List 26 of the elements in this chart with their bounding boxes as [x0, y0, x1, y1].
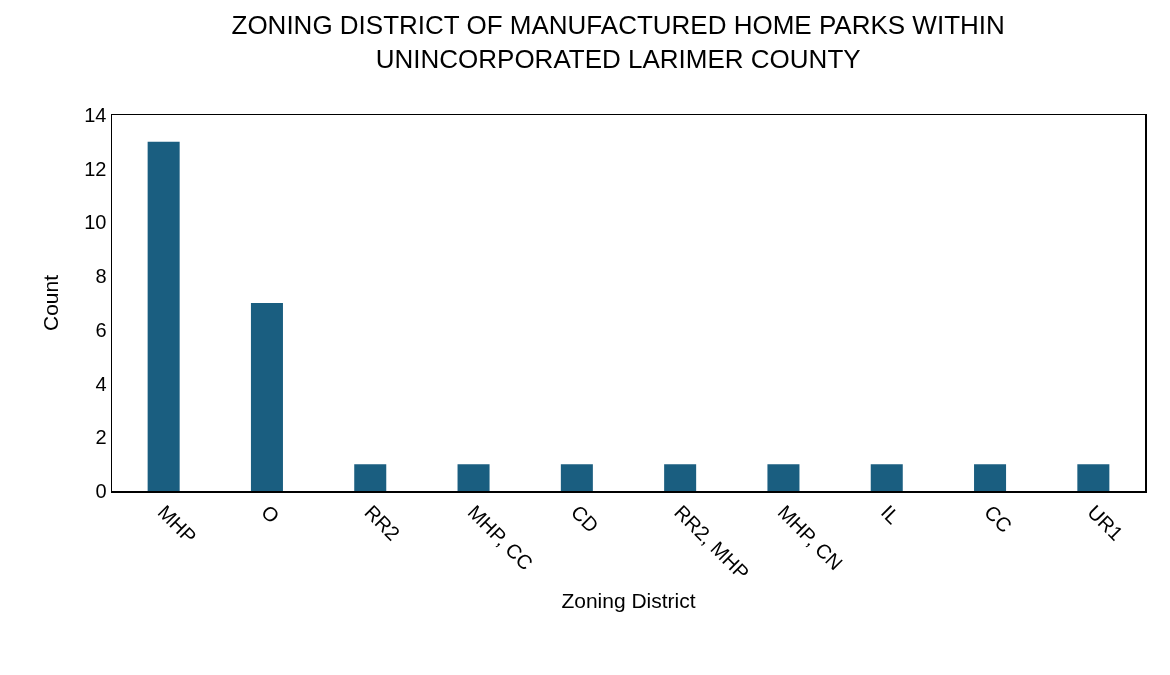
x-tick-label: CC	[980, 500, 1017, 537]
y-tick-label: 10	[84, 211, 107, 234]
y-tick-label: 2	[95, 426, 107, 449]
bar	[147, 141, 180, 491]
bar	[664, 464, 697, 491]
y-tick-label: 14	[84, 104, 107, 126]
bar	[250, 303, 283, 491]
bar	[560, 464, 593, 491]
bar	[974, 464, 1007, 491]
bar	[1077, 464, 1110, 491]
bar	[457, 464, 490, 491]
y-axis-title: Count	[38, 274, 62, 332]
x-axis-title: Zoning District	[561, 588, 696, 612]
x-tick-label: IL	[876, 500, 905, 529]
y-tick-label: 0	[95, 480, 107, 502]
chart-title: ZONING DISTRICT OF MANUFACTURED HOME PARKS WITHIN UNINCORPORATED LARIMER COUNTY	[231, 9, 1005, 74]
bar	[870, 464, 903, 491]
y-tick-label: 12	[84, 157, 107, 180]
y-tick-label: 4	[95, 372, 107, 395]
y-tick-label: 8	[95, 265, 107, 288]
y-tick-label: 6	[95, 318, 107, 341]
x-tick-label: MHP	[153, 500, 201, 548]
x-tick-label: O	[257, 500, 284, 528]
bar	[767, 464, 800, 491]
bar	[354, 464, 387, 491]
x-tick-label: CD	[566, 500, 603, 537]
